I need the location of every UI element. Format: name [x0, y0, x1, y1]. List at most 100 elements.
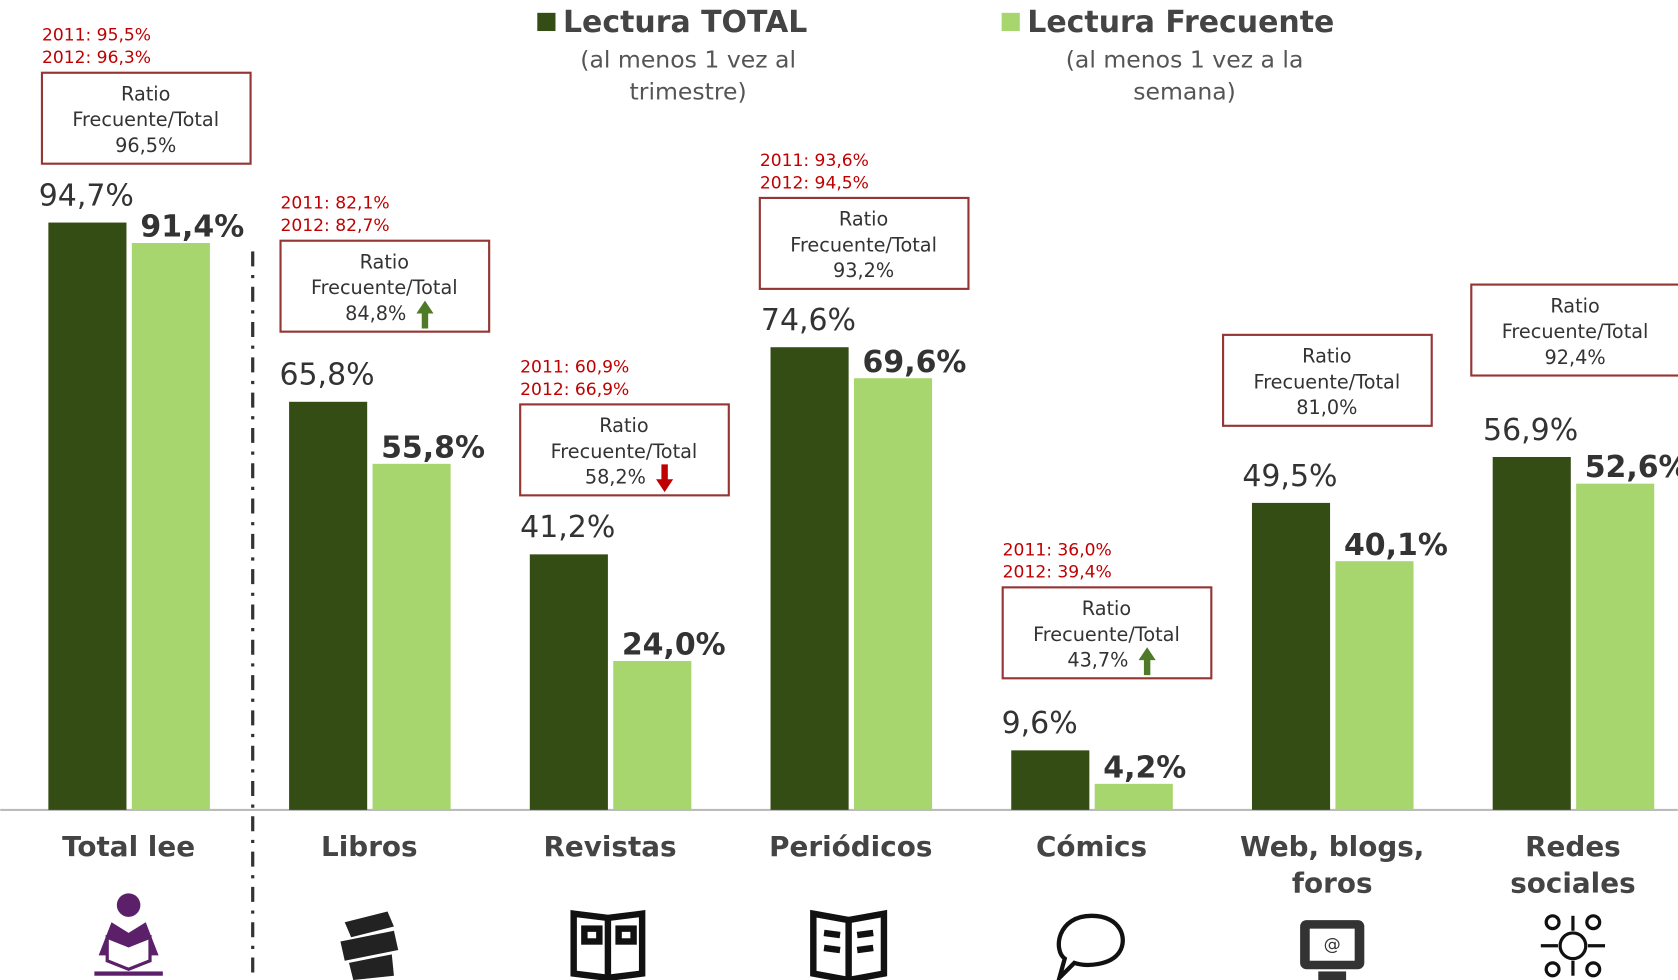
bar: [1335, 561, 1414, 810]
icon-magazine: [570, 910, 646, 980]
year-note: 2011: 95,5%: [42, 26, 151, 46]
trend-arrow: [656, 464, 674, 493]
ratio-label: Frecuente/Total: [1502, 320, 1649, 343]
trend-arrow: [1138, 647, 1156, 676]
value-label: 41,2%: [520, 510, 615, 545]
category-label-box: Libros: [321, 831, 418, 864]
legend-note-box: (al menos 1 vez al trimestre): [580, 47, 797, 106]
ratio-value: 93,2%: [833, 259, 894, 282]
bar: [770, 347, 849, 810]
value-label: 40,1%: [1344, 528, 1448, 563]
value-label: 91,4%: [140, 210, 244, 245]
trend-arrow: [416, 300, 434, 329]
category-label-box: Periódicos: [769, 831, 933, 864]
ratio-label: Frecuente/Total: [311, 276, 458, 299]
bar: [1251, 502, 1331, 810]
category-label: Web, blogs, foros: [1240, 831, 1425, 900]
year-note: 2011: 93,6%: [760, 151, 869, 171]
bar: [613, 661, 692, 810]
ratio-value: 81,0%: [1296, 396, 1357, 419]
bar: [131, 243, 210, 810]
bar: [853, 378, 933, 810]
ratio-box: [1001, 586, 1213, 680]
value-label: 49,5%: [1242, 459, 1337, 494]
bar: [1576, 483, 1655, 810]
category-label: Revistas: [543, 831, 677, 864]
legend-label: Lectura TOTAL: [563, 5, 807, 40]
year-note: 2012: 96,3%: [42, 48, 151, 68]
year-note: 2012: 94,5%: [760, 173, 869, 193]
category-label: Periódicos: [769, 831, 933, 864]
ratio-label: Frecuente/Total: [790, 233, 937, 256]
category-label-box: Total lee: [62, 831, 196, 864]
year-note: 2011: 82,1%: [281, 194, 390, 214]
ratio-title: Ratio: [839, 208, 888, 231]
value-label: 24,0%: [622, 628, 726, 663]
ratio-value: 84,8%: [345, 302, 406, 325]
value-label: 74,6%: [761, 303, 856, 338]
year-note: 2011: 36,0%: [1003, 540, 1112, 560]
value-label: 55,8%: [381, 430, 485, 465]
ratio-value: 58,2%: [585, 466, 646, 489]
icon-social: [1540, 914, 1606, 978]
value-label: 4,2%: [1103, 750, 1186, 785]
legend-note-box: (al menos 1 vez a la semana): [1065, 47, 1304, 106]
category-label: Cómics: [1035, 831, 1148, 864]
category-label-box: Web, blogs, foros: [1240, 831, 1425, 900]
icon-bubble: [1056, 913, 1125, 980]
ratio-value: 96,5%: [115, 134, 176, 157]
category-label: Total lee: [62, 831, 196, 864]
ratio-label: Frecuente/Total: [1254, 370, 1401, 393]
ratio-value: 92,4%: [1544, 346, 1605, 369]
ratio-label: Frecuente/Total: [72, 108, 219, 131]
year-note: 2011: 60,9%: [520, 357, 629, 377]
year-note: 2012: 66,9%: [520, 380, 629, 400]
icon-newspaper: [810, 909, 888, 980]
ratio-box: [519, 403, 730, 497]
ratio-box: [279, 239, 491, 333]
bar: [529, 554, 608, 810]
category-label: Redes sociales: [1510, 831, 1636, 900]
ratio-box: [758, 196, 970, 290]
ratio-title: Ratio: [599, 414, 648, 437]
ratio-title: Ratio: [121, 83, 170, 106]
ratio-title: Ratio: [360, 251, 409, 274]
ratio-box: [40, 71, 252, 165]
legend-label: Lectura Frecuente: [1027, 5, 1334, 40]
category-label-box: Revistas: [543, 831, 677, 864]
bar: [289, 401, 368, 810]
icon-reader: [94, 893, 163, 976]
legend-swatch: [537, 12, 556, 32]
ratio-title: Ratio: [1550, 294, 1599, 317]
ratio-title: Ratio: [1082, 597, 1131, 620]
ratio-label: Frecuente/Total: [1033, 623, 1180, 646]
bar: [372, 463, 451, 810]
value-label: 69,6%: [863, 345, 967, 380]
svg-text:@: @: [1324, 935, 1341, 955]
ratio-label: Frecuente/Total: [551, 440, 698, 463]
value-label: 56,9%: [1483, 413, 1578, 448]
ratio-box: [1222, 333, 1433, 427]
value-label: 9,6%: [1002, 706, 1078, 741]
value-label: 94,7%: [39, 178, 134, 213]
bar: [1492, 456, 1571, 810]
ratio-title: Ratio: [1302, 345, 1351, 368]
legend-note: (al menos 1 vez a la semana): [1065, 47, 1304, 106]
legend-note: (al menos 1 vez al trimestre): [580, 47, 797, 106]
bar: [1011, 750, 1090, 810]
ratio-value: 43,7%: [1067, 649, 1128, 672]
year-note: 2012: 39,4%: [1003, 563, 1112, 583]
ratio-box: [1470, 283, 1678, 377]
bar: [48, 222, 127, 810]
legend-swatch: [1001, 12, 1020, 32]
year-note: 2012: 82,7%: [281, 216, 390, 236]
category-label-box: Cómics: [1035, 831, 1148, 864]
icon-books: [340, 911, 399, 980]
bar: [1094, 783, 1173, 810]
category-label-box: Redes sociales: [1510, 831, 1636, 900]
icon-web: @: [1300, 920, 1365, 980]
category-label: Libros: [321, 831, 418, 864]
value-label: 52,6%: [1585, 450, 1678, 485]
value-label: 65,8%: [279, 358, 374, 393]
